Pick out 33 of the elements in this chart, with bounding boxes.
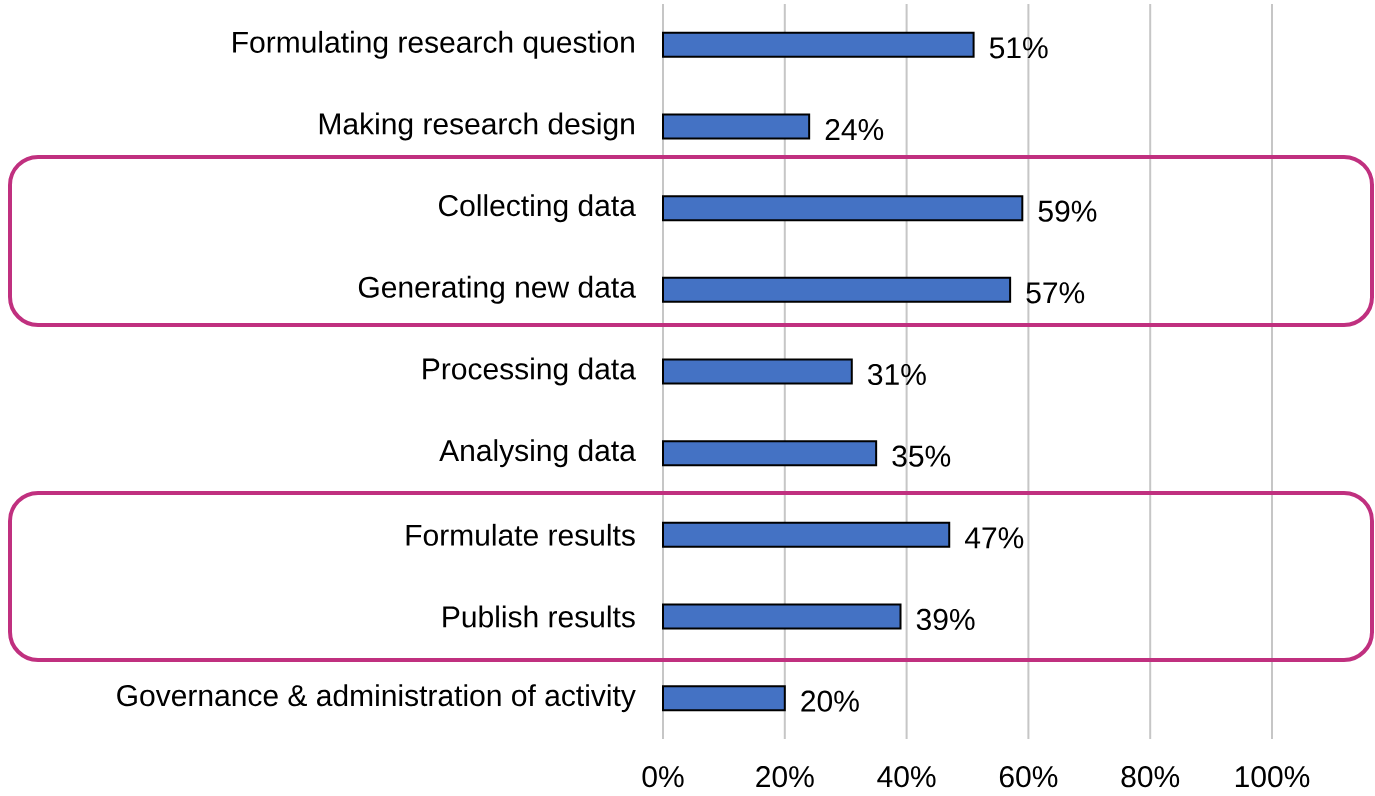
- bar: [662, 276, 1012, 303]
- y-tick-label: Making research design: [319, 112, 634, 141]
- y-tick-label: Analysing data: [439, 439, 636, 468]
- data-label: 57%: [1026, 282, 1085, 304]
- data-label: 47%: [964, 527, 1024, 549]
- data-label: 39%: [916, 608, 975, 631]
- data-label: 20%: [801, 690, 859, 712]
- x-tick-label: 100%: [1235, 766, 1310, 788]
- bar: [662, 113, 811, 140]
- x-tick-label: 80%: [1121, 766, 1180, 788]
- bar: [662, 685, 786, 712]
- bar: [662, 521, 951, 548]
- data-label: 31%: [867, 363, 926, 386]
- bar: [662, 31, 975, 58]
- x-tick-label: 20%: [756, 766, 814, 788]
- bar: [662, 603, 902, 630]
- y-tick-label: Generating new data: [358, 275, 636, 304]
- y-tick-label: Governance & administration of activity: [117, 684, 636, 713]
- bar: [662, 440, 878, 467]
- x-tick-label: 60%: [999, 766, 1058, 788]
- y-tick-label: Formulate results: [406, 523, 635, 546]
- data-label: 59%: [1038, 200, 1097, 222]
- bar: [662, 195, 1024, 222]
- y-tick-label: Publish results: [443, 605, 635, 628]
- x-tick-label: 0%: [642, 766, 684, 788]
- data-label: 24%: [825, 118, 884, 141]
- data-label: 35%: [892, 445, 951, 467]
- y-tick-label: Collecting data: [439, 194, 636, 223]
- x-tick-label: 40%: [877, 766, 936, 788]
- bar: [662, 358, 853, 385]
- y-tick-label: Formulating research question: [233, 30, 634, 59]
- data-label: 51%: [989, 37, 1048, 59]
- y-tick-label: Processing data: [423, 357, 636, 386]
